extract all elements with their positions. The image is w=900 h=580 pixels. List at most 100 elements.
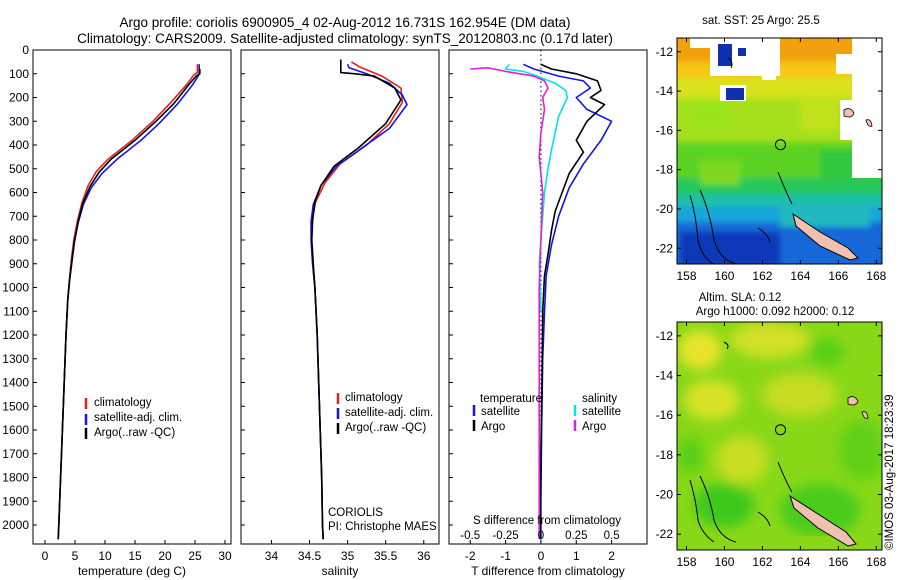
salinity-lines — [310, 59, 408, 540]
depth-tick-label: 1200 — [2, 328, 29, 342]
salinity-panel: 34 34.5 35 35.5 36 salinity climatology sate… — [240, 49, 440, 578]
longitude-tick-label: 162 — [752, 269, 772, 283]
depth-tick-label: 1300 — [2, 352, 29, 366]
longitude-tick-label: 160 — [714, 555, 734, 569]
latitude-tick-label: -22 — [656, 527, 674, 541]
longitude-tick-label: 168 — [866, 269, 886, 283]
salinity-difference-ticks: -0.5 -0.25 0 0.25 0.5 — [460, 530, 619, 542]
depth-tick-label: 900 — [9, 257, 29, 271]
figure-title-line1: Argo profile: coriolis 6900905_4 02-Aug-… — [119, 15, 570, 30]
temperature-legend: climatology satellite-adj. clim. Argo(..… — [84, 397, 182, 439]
legend-s-satellite-label: satellite — [582, 406, 621, 418]
x-tick-label: 10 — [98, 549, 112, 563]
legend-s-argo-label: Argo — [582, 421, 606, 433]
latitude-tick-label: -12 — [656, 329, 674, 343]
salinity-axis-ticks: 34 34.5 35 35.5 36 — [265, 540, 431, 563]
x-tick-label: -1 — [500, 549, 511, 563]
x-tick-label: 35 — [341, 549, 355, 563]
latitude-tick-label: -14 — [656, 84, 674, 98]
temperature-axis-ticks: 0 5 10 15 20 25 30 — [42, 540, 232, 563]
temperature-lines — [57, 64, 201, 540]
legend-t-argo-label: Argo — [481, 421, 505, 433]
legend-argo-label: Argo(..raw -QC) — [345, 422, 426, 434]
salinity-difference-tick-label: -0.25 — [492, 530, 518, 542]
series-line-argo-raw-qc- — [310, 59, 402, 540]
series-line-t-argo — [539, 63, 606, 540]
depth-tick-label: 1500 — [2, 399, 29, 413]
x-tick-label: 1 — [573, 549, 580, 563]
salinity-legend: climatology satellite-adj. clim. Argo(..… — [336, 392, 433, 434]
legend-satellite-label: satellite-adj. clim. — [345, 407, 433, 419]
x-tick-label: 36 — [417, 549, 431, 563]
latitude-tick-label: -20 — [656, 202, 674, 216]
sst-field — [677, 38, 882, 264]
depth-tick-label: 1900 — [2, 494, 29, 508]
x-tick-label: 34.5 — [298, 549, 322, 563]
latitude-tick-label: -18 — [656, 448, 674, 462]
x-tick-label: 20 — [158, 549, 172, 563]
sst-map-frame — [676, 37, 883, 265]
legend-temperature-header: temperature — [480, 393, 542, 405]
temperature-panel: 0100200300400500600700800900100011001200… — [2, 43, 232, 578]
sst-map-title: sat. SST: 25 Argo: 25.5 — [702, 15, 820, 27]
sla-field — [677, 322, 882, 550]
difference-axes-box — [448, 49, 648, 545]
x-tick-label: 30 — [218, 549, 232, 563]
depth-tick-label: 400 — [9, 138, 29, 152]
x-tick-label: 34 — [265, 549, 279, 563]
latitude-tick-label: -18 — [656, 163, 674, 177]
depth-tick-label: 200 — [9, 91, 29, 105]
x-tick-label: 5 — [72, 549, 79, 563]
longitude-tick-label: 162 — [752, 555, 772, 569]
legend-climatology-label: climatology — [94, 397, 152, 409]
longitude-tick-label: 160 — [714, 269, 734, 283]
sla-map-frame — [676, 321, 883, 551]
sst-map: sat. SST: 25 Argo: 25.5 — [656, 15, 887, 283]
latitude-tick-label: -12 — [656, 45, 674, 59]
sla-map-title-line1: Altim. SLA: 0.12 — [699, 292, 781, 304]
series-line-s-argo — [470, 67, 549, 540]
x-tick-label: 25 — [188, 549, 202, 563]
longitude-tick-label: 164 — [790, 555, 810, 569]
data-centre-annotation: CORIOLIS — [328, 507, 383, 519]
series-line-argo-raw-qc- — [57, 69, 201, 540]
salinity-difference-tick-label: 0 — [538, 530, 544, 542]
salinity-difference-axis-label: S difference from climatology — [473, 515, 621, 527]
longitude-tick-label: 166 — [828, 269, 848, 283]
latitude-tick-label: -14 — [656, 369, 674, 383]
x-tick-label: 15 — [128, 549, 142, 563]
argo-position-marker — [775, 139, 786, 151]
legend-climatology-label: climatology — [345, 392, 403, 404]
difference-depth-ticks — [449, 49, 453, 526]
longitude-tick-label: 166 — [828, 555, 848, 569]
latitude-tick-label: -22 — [656, 241, 674, 255]
sst-longitude-ticks: 158 160 162 164 166 168 — [676, 38, 887, 283]
depth-tick-label: 1700 — [2, 447, 29, 461]
salinity-depth-ticks — [241, 49, 245, 526]
depth-tick-label: 1600 — [2, 423, 29, 437]
x-tick-label: 0 — [538, 549, 545, 563]
difference-panel: -2 -1 0 1 2 S difference from climatology -0… — [448, 49, 648, 578]
depth-tick-label: 1400 — [2, 376, 29, 390]
pi-annotation: PI: Christophe MAES — [328, 521, 437, 533]
depth-tick-label: 1100 — [3, 304, 29, 318]
legend-t-satellite-label: satellite — [481, 406, 520, 418]
difference-axis-ticks: -2 -1 0 1 2 — [465, 540, 615, 563]
depth-tick-label: 800 — [9, 233, 29, 247]
longitude-tick-label: 164 — [790, 269, 810, 283]
sst-latitude-ticks: -12 -14 -16 -18 -20 -22 — [656, 45, 882, 255]
depth-tick-label: 700 — [9, 209, 29, 223]
salinity-axis-label: salinity — [322, 564, 359, 578]
depth-tick-label: 600 — [9, 186, 29, 200]
sla-longitude-ticks: 158 160 162 164 166 168 — [676, 322, 887, 569]
latitude-tick-label: -20 — [656, 487, 674, 501]
depth-tick-label: 0 — [22, 43, 29, 57]
salinity-difference-tick-label: 0.25 — [565, 530, 587, 542]
longitude-tick-label: 158 — [676, 269, 696, 283]
imos-stamp: ©IMOS 03-Aug-2017 18:23:39 — [884, 394, 896, 550]
temperature-difference-axis-label: T difference from climatology — [471, 564, 625, 578]
x-tick-label: 35.5 — [374, 549, 398, 563]
salinity-difference-tick-label: 0.5 — [604, 530, 620, 542]
latitude-tick-label: -16 — [656, 123, 674, 137]
